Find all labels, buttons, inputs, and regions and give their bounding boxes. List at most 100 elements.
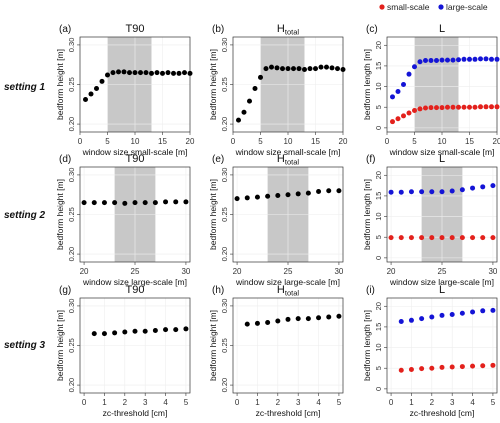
data-point-values [254, 320, 260, 326]
data-point-small-scale [419, 235, 425, 241]
panel-g: 0 1 2 3 4 5 0.20 0.25 0.30 zc-threshold [cm] bedfo… [55, 284, 191, 418]
data-point-large-scale [472, 56, 478, 62]
data-point-large-scale [467, 56, 472, 62]
x-tick-label: 25 [284, 267, 293, 276]
data-point-small-scale [390, 119, 395, 125]
panel-label: (d) [59, 154, 71, 165]
x-tick-label: 5 [258, 137, 263, 146]
x-tick-label: 1 [409, 398, 414, 407]
data-point-large-scale [439, 312, 445, 318]
panel-title-main: T90 [126, 23, 145, 35]
y-axis-title: bedform height [m] [208, 179, 218, 250]
panel-title: Htotal [277, 23, 299, 37]
legend-label-large-scale: large-scale [446, 2, 488, 12]
data-point-values [152, 327, 158, 333]
x-tick-label: 25 [438, 267, 447, 276]
data-point-values [142, 328, 148, 334]
y-tick-label: 0.30 [67, 299, 76, 314]
y-tick-label: 0.30 [67, 168, 76, 183]
data-point-values [265, 320, 271, 326]
data-point-values [94, 85, 99, 91]
x-tick-label: 20 [493, 137, 500, 146]
data-point-large-scale [489, 56, 494, 62]
data-point-small-scale [417, 106, 423, 112]
x-tick-label: 30 [488, 267, 497, 276]
data-point-values [160, 70, 165, 76]
data-point-large-scale [408, 189, 414, 195]
data-point-small-scale [408, 235, 414, 241]
data-point-values [154, 70, 160, 76]
data-point-values [280, 66, 285, 72]
data-point-values [263, 66, 269, 72]
data-point-values [265, 193, 271, 199]
data-point-large-scale [412, 64, 417, 70]
row-label-setting-3: setting 3 [4, 340, 46, 351]
y-tick-label: 0.30 [220, 168, 229, 183]
y-tick-label: 20 [374, 41, 383, 49]
data-point-values [285, 66, 291, 72]
data-point-small-scale [398, 367, 404, 373]
data-point-values [295, 316, 301, 322]
data-point-values [236, 117, 241, 123]
data-point-large-scale [490, 307, 496, 313]
data-point-small-scale [470, 363, 476, 369]
y-axis-title: bedform height [m] [208, 310, 218, 381]
y-axis-title: bedform length [m] [362, 49, 372, 120]
data-point-values [335, 66, 340, 72]
data-point-values [244, 195, 250, 201]
data-point-values [173, 327, 179, 333]
panel-title: Htotal [277, 284, 299, 298]
data-point-values [183, 199, 189, 205]
data-point-values [340, 66, 346, 72]
data-point-values [163, 327, 169, 333]
data-point-values [313, 66, 318, 72]
panel-label: (e) [212, 154, 224, 165]
data-point-small-scale [408, 366, 414, 372]
panel-b: 0 5 10 15 20 0.20 0.25 0.30 window size small-sc… [208, 23, 348, 157]
y-tick-label: 0.20 [67, 378, 76, 393]
data-point-values [110, 70, 116, 76]
data-point-values [132, 200, 138, 206]
data-point-values [275, 318, 281, 324]
data-point-values [149, 70, 154, 76]
panel-e: 20 25 30 0.20 0.25 0.30 window size large-scal… [208, 153, 344, 287]
data-point-values [101, 200, 107, 206]
panel-label: (h) [212, 285, 224, 296]
data-point-small-scale [489, 104, 494, 110]
x-tick-label: 1 [102, 398, 107, 407]
data-point-values [112, 200, 118, 206]
data-point-large-scale [480, 308, 486, 314]
data-point-values [183, 326, 189, 332]
data-point-small-scale [419, 366, 425, 372]
data-point-large-scale [450, 57, 456, 63]
panel-title: Htotal [277, 153, 299, 167]
data-point-values [307, 66, 313, 72]
data-point-large-scale [429, 189, 435, 195]
data-point-small-scale [470, 235, 476, 241]
row-label-setting-2: setting 2 [4, 210, 46, 221]
data-point-small-scale [483, 104, 489, 110]
panel-title-subscript: total [285, 158, 300, 167]
x-axis-title: window size large-scale [m] [82, 277, 187, 287]
x-tick-label: 4 [316, 398, 321, 407]
data-point-large-scale [478, 56, 483, 62]
panel-title: L [439, 23, 445, 35]
data-point-small-scale [401, 113, 406, 119]
y-tick-label: 0.25 [220, 338, 229, 353]
x-tick-label: 30 [334, 267, 343, 276]
x-tick-label: 4 [163, 398, 168, 407]
data-point-values [127, 70, 132, 76]
data-point-values [101, 331, 107, 337]
y-axis-title: bedform length [m] [362, 310, 372, 381]
data-point-small-scale [434, 105, 439, 111]
data-point-small-scale [480, 363, 486, 369]
data-point-values [122, 329, 128, 335]
x-tick-label: 25 [131, 267, 140, 276]
data-point-small-scale [439, 235, 445, 241]
data-point-values [274, 65, 280, 71]
data-point-small-scale [472, 104, 478, 110]
data-point-large-scale [445, 57, 450, 63]
data-point-small-scale [467, 104, 472, 110]
data-point-values [112, 330, 118, 336]
